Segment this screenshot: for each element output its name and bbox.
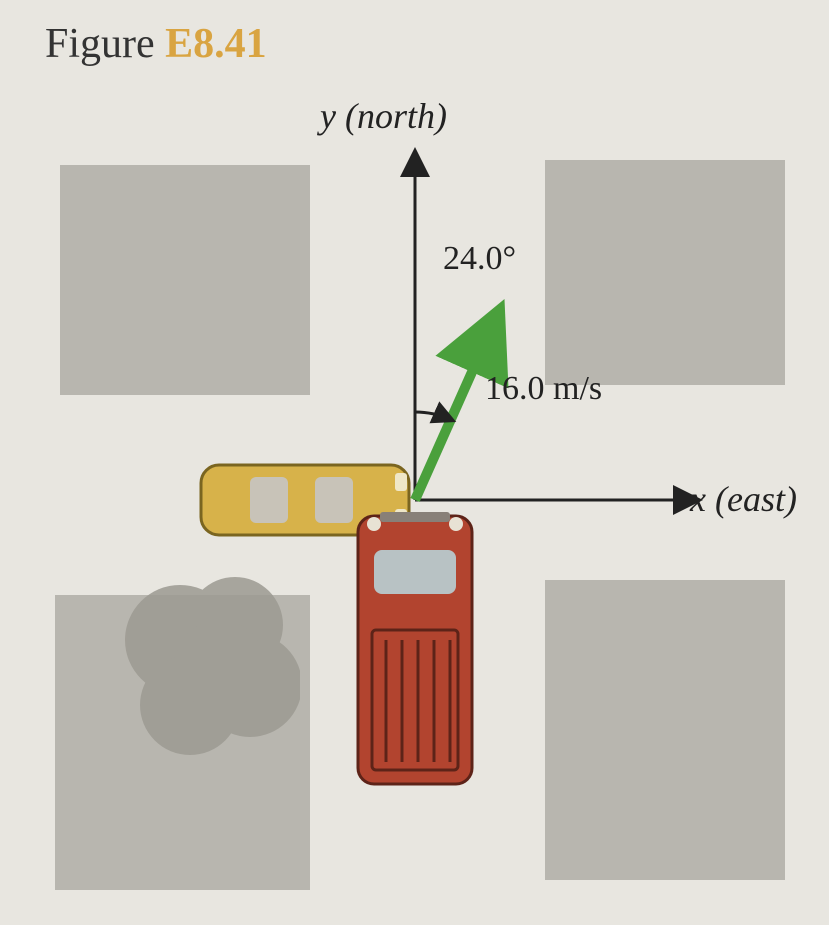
y-axis-label: y (north) (320, 95, 447, 137)
x-axis-text: x (east) (690, 479, 797, 519)
angle-text: 24.0° (443, 240, 516, 277)
building-se (545, 580, 785, 880)
figure-prefix: Figure (45, 21, 165, 67)
angle-label: 24.0° (443, 240, 516, 278)
figure-number: E8.41 (165, 21, 267, 67)
tree (120, 570, 300, 770)
figure-title: Figure E8.41 (45, 20, 267, 68)
building-ne (545, 160, 785, 385)
y-axis-text: y (north) (320, 96, 447, 136)
speed-text: 16.0 m/s (485, 370, 602, 407)
speed-label: 16.0 m/s (485, 370, 602, 408)
building-nw (60, 165, 310, 395)
red-truck (350, 510, 480, 790)
x-axis-label: x (east) (690, 478, 797, 520)
